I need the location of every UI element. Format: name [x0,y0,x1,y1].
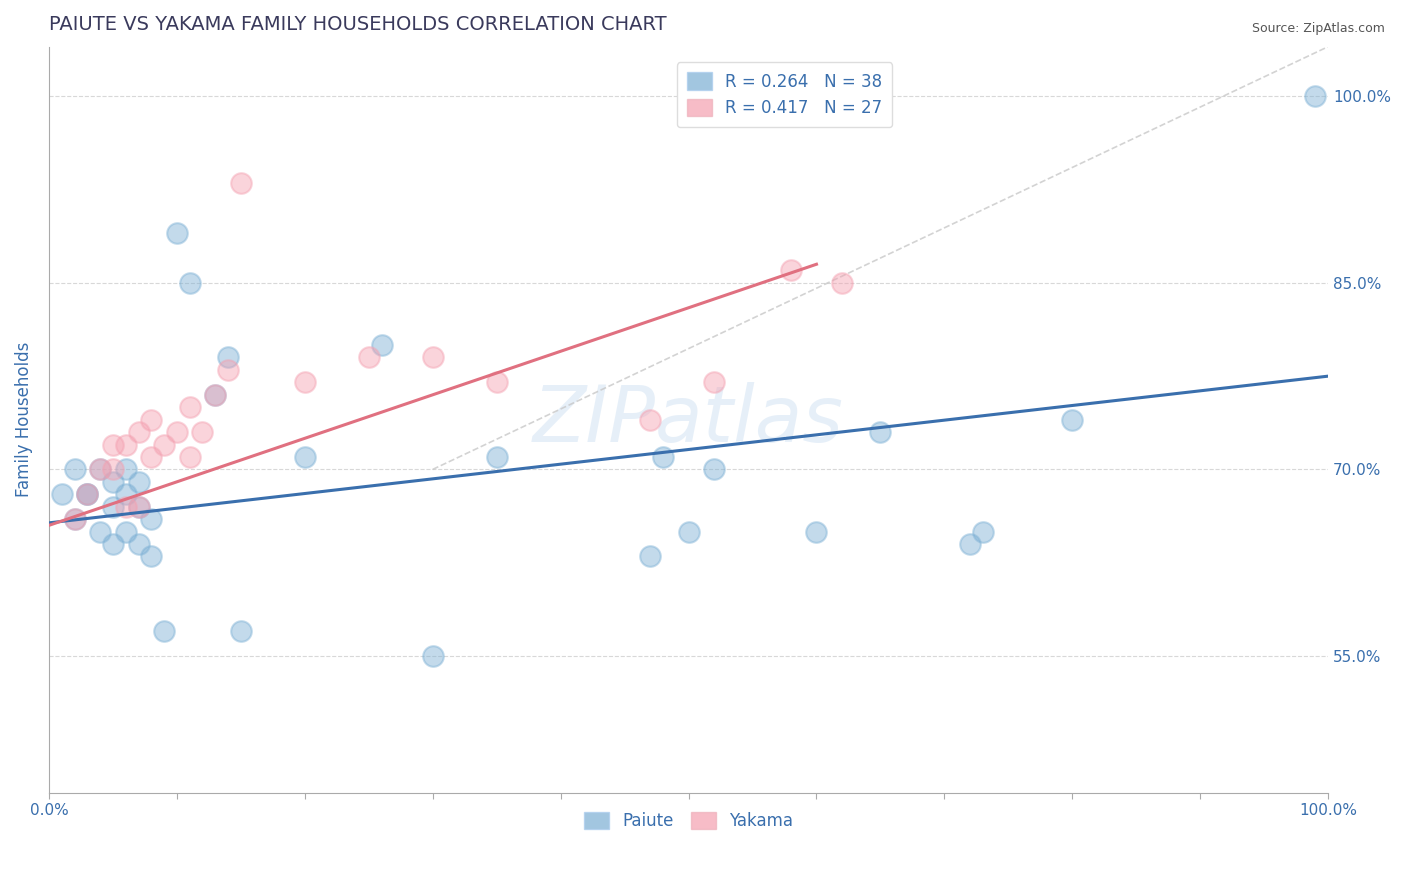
Point [179,401,201,415]
Point [63,512,86,526]
Point [51,487,73,501]
Point [638,549,661,564]
Text: ZIPatlas: ZIPatlas [533,382,844,458]
Point [217,351,239,365]
Point [703,376,725,390]
Point [128,537,150,551]
Point [191,425,214,439]
Point [101,437,124,451]
Point [101,475,124,489]
Point [229,624,252,638]
Point [76,487,98,501]
Point [217,363,239,377]
Point [166,226,188,240]
Point [204,388,226,402]
Point [76,487,98,501]
Point [678,524,700,539]
Point [101,537,124,551]
Point [63,512,86,526]
Point [204,388,226,402]
Point [114,437,136,451]
Text: PAIUTE VS YAKAMA FAMILY HOUSEHOLDS CORRELATION CHART: PAIUTE VS YAKAMA FAMILY HOUSEHOLDS CORRE… [49,15,666,34]
Y-axis label: Family Households: Family Households [15,342,32,498]
Point [422,351,444,365]
Point [101,462,124,476]
Point [959,537,981,551]
Point [128,500,150,514]
Point [141,512,163,526]
Point [179,276,201,290]
Point [128,500,150,514]
Point [179,450,201,464]
Point [101,500,124,514]
Point [114,524,136,539]
Point [485,450,508,464]
Point [89,462,111,476]
Point [128,425,150,439]
Point [806,524,828,539]
Point [114,487,136,501]
Legend: Paiute, Yakama: Paiute, Yakama [578,805,800,837]
Point [357,351,380,365]
Point [485,376,508,390]
Point [89,462,111,476]
Point [63,462,86,476]
Point [153,624,176,638]
Point [166,425,188,439]
Point [229,177,252,191]
Point [76,487,98,501]
Point [153,437,176,451]
Point [89,524,111,539]
Point [114,462,136,476]
Point [141,450,163,464]
Point [652,450,675,464]
Point [972,524,994,539]
Point [370,338,392,352]
Point [780,263,803,277]
Point [1062,412,1084,426]
Point [831,276,853,290]
Point [1305,89,1327,103]
Point [294,450,316,464]
Point [114,500,136,514]
Point [141,549,163,564]
Point [422,648,444,663]
Point [128,475,150,489]
Point [869,425,891,439]
Point [141,412,163,426]
Text: Source: ZipAtlas.com: Source: ZipAtlas.com [1251,22,1385,36]
Point [703,462,725,476]
Point [638,412,661,426]
Point [294,376,316,390]
